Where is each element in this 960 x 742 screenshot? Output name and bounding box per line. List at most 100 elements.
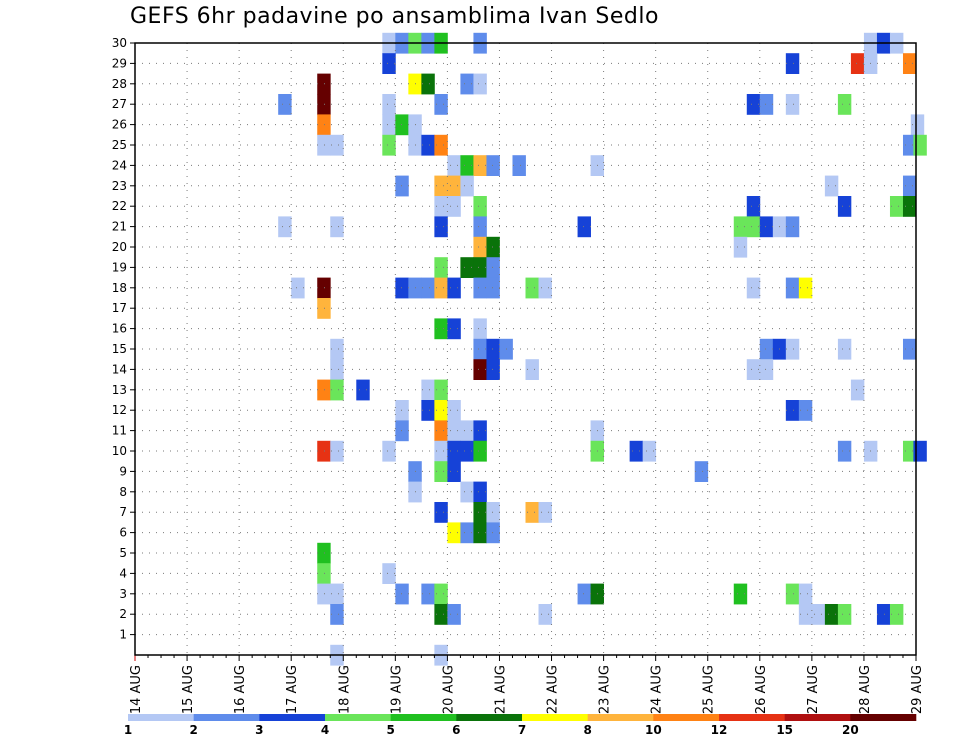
heatmap-cell	[733, 216, 748, 238]
heatmap-cell	[330, 379, 344, 401]
colorbar-segment	[719, 714, 785, 721]
heatmap-cell	[434, 400, 448, 421]
heatmap-cell	[538, 604, 552, 625]
heatmap-cell	[382, 134, 396, 156]
heatmap-cell	[577, 216, 591, 238]
y-tick-label: 3	[119, 587, 127, 601]
heatmap-cell	[889, 604, 904, 625]
x-tick-label: 20 AUG	[441, 665, 456, 714]
heatmap-cell	[473, 481, 487, 503]
colorbar-segment	[784, 714, 851, 721]
heatmap-cell	[434, 318, 448, 340]
heatmap-cell	[447, 461, 461, 482]
heatmap-cell	[421, 379, 435, 401]
colorbar-label: 10	[645, 723, 662, 737]
heatmap-cell	[460, 257, 474, 278]
heatmap-cells	[278, 32, 927, 666]
heatmap-cell	[460, 481, 474, 503]
heatmap-cell	[473, 359, 487, 380]
heatmap-cell	[759, 94, 774, 115]
heatmap-cell	[889, 196, 904, 217]
heatmap-cell	[486, 359, 500, 380]
y-tick-label: 30	[112, 36, 127, 50]
heatmap-cell	[434, 257, 448, 278]
y-tick-label: 22	[112, 199, 127, 213]
heatmap-cell	[434, 583, 448, 605]
heatmap-cell	[278, 216, 292, 238]
y-tick-label: 29	[112, 56, 127, 70]
heatmap-cell	[824, 175, 839, 197]
colorbar-segment	[390, 714, 457, 721]
heatmap-cell	[330, 134, 344, 156]
heatmap-cell	[447, 522, 461, 544]
colorbar-label: 6	[452, 723, 460, 737]
heatmap-cell	[447, 175, 461, 197]
heatmap-cell	[837, 440, 852, 462]
y-tick-label: 20	[112, 240, 127, 254]
colorbar-segment	[325, 714, 391, 721]
heatmap-cell	[902, 175, 917, 197]
heatmap-cell	[798, 277, 813, 299]
heatmap-cell	[902, 134, 917, 156]
heatmap-cell	[317, 134, 331, 156]
colorbar-label: 8	[583, 723, 591, 737]
heatmap-cell	[473, 236, 487, 258]
plot-frame	[134, 42, 917, 656]
heatmap-cell	[460, 155, 474, 176]
x-tick-label: 26 AUG	[754, 665, 769, 714]
heatmap-cell	[910, 114, 925, 136]
y-tick-label: 6	[119, 526, 127, 540]
heatmap-cell	[317, 583, 331, 605]
heatmap-cell	[902, 440, 917, 462]
heatmap-cell	[486, 338, 500, 360]
heatmap-cell	[434, 604, 448, 625]
heatmap-cell	[460, 73, 474, 95]
heatmap-cell	[486, 502, 500, 523]
heatmap-cell	[447, 604, 461, 625]
heatmap-cell	[837, 94, 852, 115]
heatmap-cell	[317, 114, 331, 136]
heatmap-cell	[473, 257, 487, 278]
heatmap-cell	[733, 583, 748, 605]
x-tick-label: 29 AUG	[910, 665, 925, 714]
heatmap-cell	[473, 277, 487, 299]
heatmap-cell	[837, 604, 852, 625]
colorbar-segment	[128, 714, 194, 721]
y-tick-label: 12	[112, 403, 127, 417]
y-tick-label: 5	[119, 546, 127, 560]
x-axis: 14 AUG 15 AUG 16 AUG 17 AUG 18 AUG 19 AUG 20 A…	[129, 655, 925, 714]
heatmap-cell	[317, 440, 331, 462]
heatmap-cell	[434, 379, 448, 401]
y-tick-label: 21	[112, 220, 127, 234]
colorbar-label: 5	[386, 723, 394, 737]
y-tick-label: 11	[112, 424, 127, 438]
heatmap-cell	[421, 583, 435, 605]
heatmap-cell	[317, 563, 331, 584]
heatmap-cell	[291, 277, 305, 299]
heatmap-cell	[421, 134, 435, 156]
heatmap-cell	[733, 236, 748, 258]
x-tick-label: 23 AUG	[598, 665, 613, 714]
heatmap-cell	[356, 379, 370, 401]
colorbar: 1 2 3 4 5 6 7 8 10 12 15 20	[124, 714, 917, 737]
y-tick-label: 17	[112, 301, 127, 315]
y-tick-label: 28	[112, 77, 127, 91]
heatmap-cell	[473, 522, 487, 544]
heatmap-cell	[460, 522, 474, 544]
heatmap-cell	[759, 359, 774, 380]
heatmap-cell	[330, 583, 344, 605]
heatmap-cell	[486, 522, 500, 544]
y-tick-label: 10	[112, 444, 127, 458]
y-tick-label: 13	[112, 383, 127, 397]
x-tick-label: 24 AUG	[650, 665, 665, 714]
heatmap-cell	[382, 53, 396, 74]
colorbar-segment	[456, 714, 523, 721]
heatmap-cell	[837, 196, 852, 217]
x-tick-label: 25 AUG	[702, 665, 717, 714]
heatmap-cell	[434, 440, 448, 462]
x-tick-label: 16 AUG	[233, 665, 248, 714]
colorbar-label: 7	[518, 723, 526, 737]
x-tick-label: 14 AUG	[129, 665, 144, 714]
y-tick-label: 25	[112, 138, 127, 152]
y-tick-label: 1	[119, 628, 127, 642]
